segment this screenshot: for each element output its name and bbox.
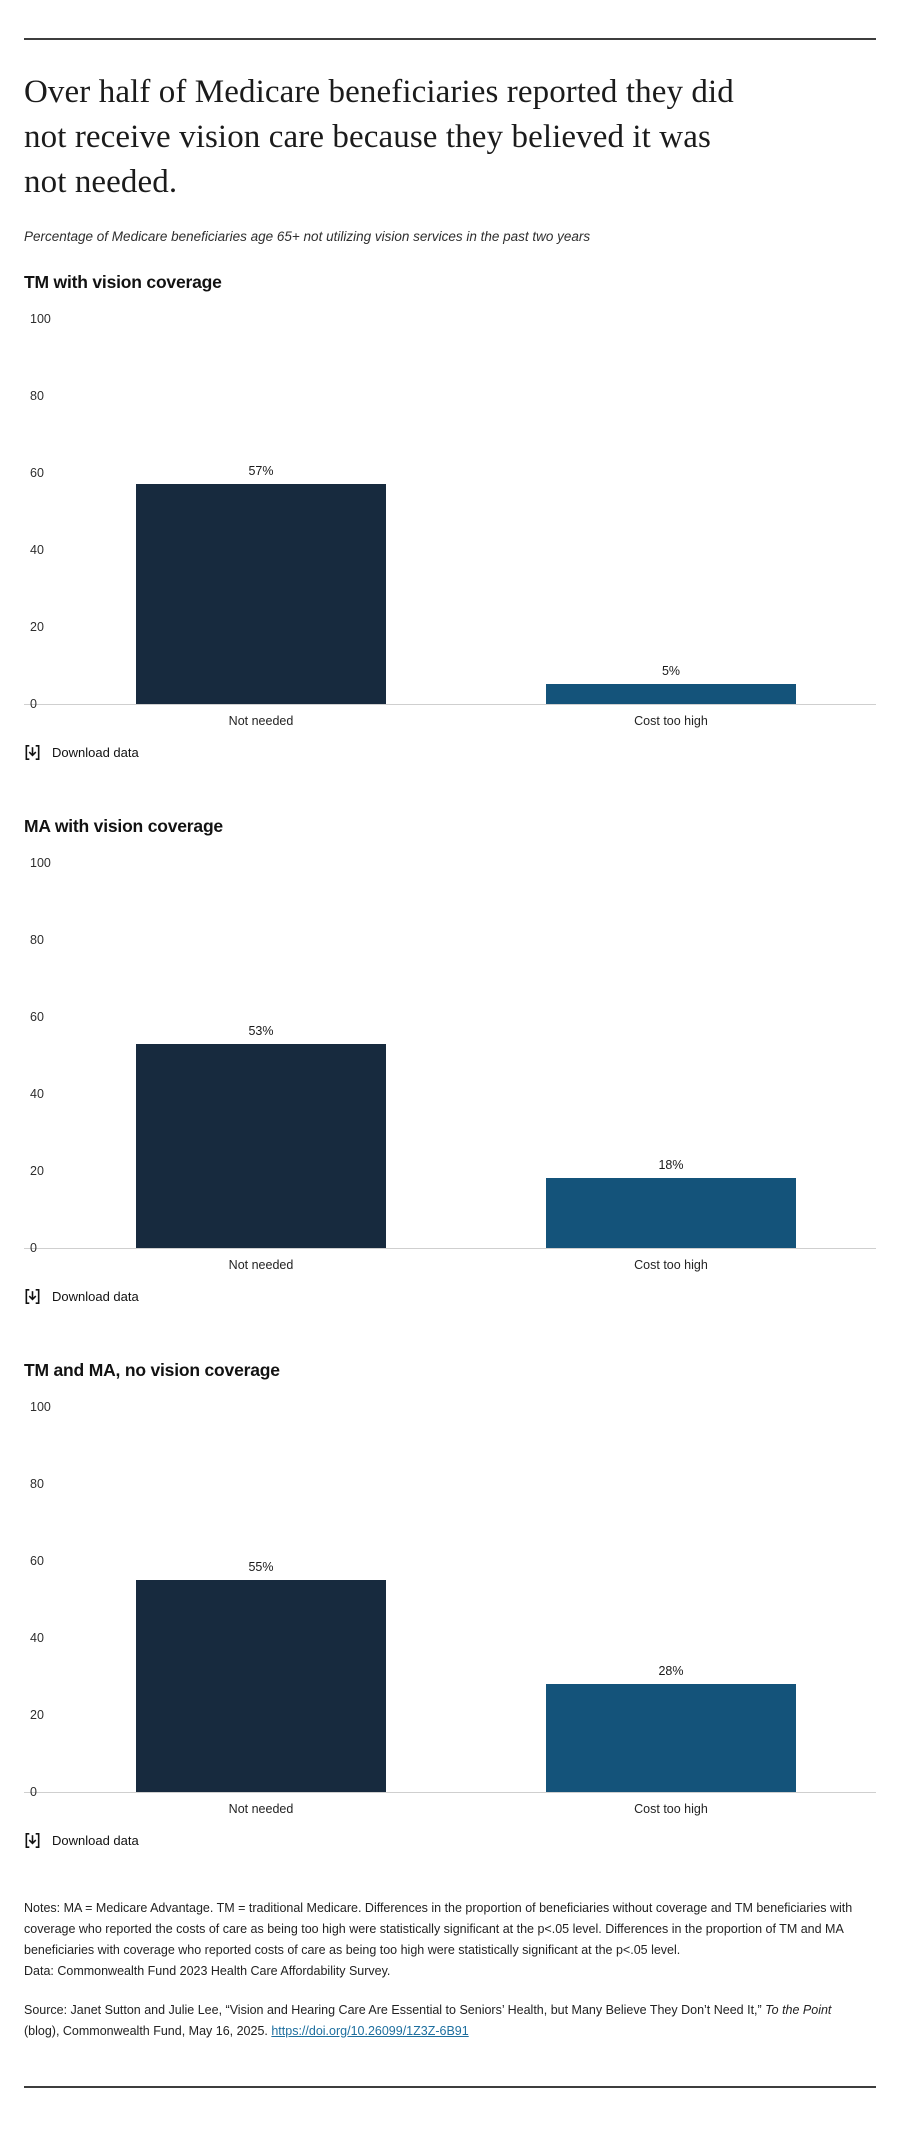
y-tick-label: 20	[30, 619, 44, 634]
bar-slot: 18%	[466, 863, 876, 1248]
bar-value-label: 18%	[658, 1158, 684, 1173]
bar-not-needed[interactable]	[135, 484, 387, 704]
y-tick-label: 80	[30, 932, 44, 947]
notes-text: Notes: MA = Medicare Advantage. TM = tra…	[24, 1900, 853, 1957]
download-data-label: Download data	[52, 1832, 139, 1848]
bar-chart: 100 80 60 40 20 0 55% 28%	[24, 1400, 876, 1799]
bar-slot: 53%	[56, 863, 466, 1248]
y-tick-label: 0	[30, 696, 37, 711]
download-data-button[interactable]: Download data	[24, 1288, 139, 1305]
y-tick-label: 80	[30, 1476, 44, 1491]
source-block: Source: Janet Sutton and Julie Lee, “Vis…	[24, 2000, 864, 2042]
download-icon	[25, 744, 40, 760]
y-tick-label: 20	[30, 1707, 44, 1722]
bar-cost-too-high[interactable]	[545, 684, 797, 704]
y-tick-label: 40	[30, 1086, 44, 1101]
category-label: Not needed	[228, 1257, 294, 1272]
y-tick-label: 40	[30, 1630, 44, 1645]
download-icon	[25, 1832, 40, 1848]
bar-cost-too-high[interactable]	[545, 1683, 797, 1792]
chart-section-tm-with-coverage: TM with vision coverage 100 80 60 40 20 0 57% 5…	[24, 272, 876, 766]
bars-area: 55% 28%	[56, 1407, 876, 1792]
bar-not-needed[interactable]	[135, 1579, 387, 1792]
bar-value-label: 55%	[248, 1559, 274, 1574]
bar-cost-too-high[interactable]	[545, 1178, 797, 1248]
y-tick-label: 60	[30, 465, 44, 480]
chart-section-no-coverage: TM and MA, no vision coverage 100 80 60 40 2…	[24, 1360, 876, 1854]
source-publication: To the Point	[765, 2002, 832, 2017]
y-tick-label: 20	[30, 1163, 44, 1178]
y-tick-label: 100	[30, 311, 51, 326]
y-tick-label: 0	[30, 1240, 37, 1255]
bar-chart: 100 80 60 40 20 0 57% 5%	[24, 312, 876, 711]
bar-value-label: 5%	[661, 664, 681, 679]
bar-slot: 57%	[56, 319, 466, 704]
bar-chart: 100 80 60 40 20 0 53% 18%	[24, 856, 876, 1255]
source-text-continued: (blog), Commonwealth Fund, May 16, 2025.	[24, 2023, 272, 2038]
y-tick-label: 100	[30, 855, 51, 870]
y-tick-label: 40	[30, 542, 44, 557]
chart-title: TM and MA, no vision coverage	[24, 1359, 280, 1380]
bar-value-label: 28%	[658, 1663, 684, 1678]
category-axis: Not needed Cost too high	[56, 705, 876, 728]
category-axis: Not needed Cost too high	[56, 1793, 876, 1816]
bars-area: 57% 5%	[56, 319, 876, 704]
category-label: Cost too high	[634, 713, 708, 728]
download-data-label: Download data	[52, 744, 139, 760]
chart-section-ma-with-coverage: MA with vision coverage 100 80 60 40 20 0 53% 1…	[24, 816, 876, 1310]
bars-area: 53% 18%	[56, 863, 876, 1248]
y-tick-label: 60	[30, 1009, 44, 1024]
doi-link[interactable]: https://doi.org/10.26099/1Z3Z-6B91	[271, 2023, 469, 2038]
y-tick-label: 80	[30, 388, 44, 403]
category-label: Not needed	[228, 1801, 294, 1816]
category-label: Not needed	[228, 713, 294, 728]
data-source-text: Data: Commonwealth Fund 2023 Health Care…	[24, 1963, 391, 1978]
chart-title: MA with vision coverage	[24, 815, 223, 836]
y-tick-label: 0	[30, 1784, 37, 1799]
top-divider	[24, 38, 876, 40]
bar-value-label: 57%	[248, 464, 274, 479]
source-text: Source: Janet Sutton and Julie Lee, “Vis…	[24, 2002, 766, 2017]
notes-block: Notes: MA = Medicare Advantage. TM = tra…	[24, 1898, 876, 1982]
download-data-button[interactable]: Download data	[24, 744, 139, 761]
y-tick-label: 60	[30, 1553, 44, 1568]
download-icon	[25, 1288, 40, 1304]
bar-slot: 55%	[56, 1407, 466, 1792]
chart-title: TM with vision coverage	[24, 271, 222, 292]
y-tick-label: 100	[30, 1399, 51, 1414]
download-data-button[interactable]: Download data	[24, 1832, 139, 1849]
chart-subtitle: Percentage of Medicare beneficiaries age…	[24, 228, 591, 244]
category-label: Cost too high	[634, 1801, 708, 1816]
page-title: Over half of Medicare beneficiaries repo…	[24, 74, 734, 200]
bar-not-needed[interactable]	[135, 1043, 387, 1248]
category-label: Cost too high	[634, 1257, 708, 1272]
bar-slot: 28%	[466, 1407, 876, 1792]
download-data-label: Download data	[52, 1288, 139, 1304]
bottom-divider	[24, 2085, 876, 2088]
bar-value-label: 53%	[248, 1023, 274, 1038]
bar-slot: 5%	[466, 319, 876, 704]
category-axis: Not needed Cost too high	[56, 1249, 876, 1272]
